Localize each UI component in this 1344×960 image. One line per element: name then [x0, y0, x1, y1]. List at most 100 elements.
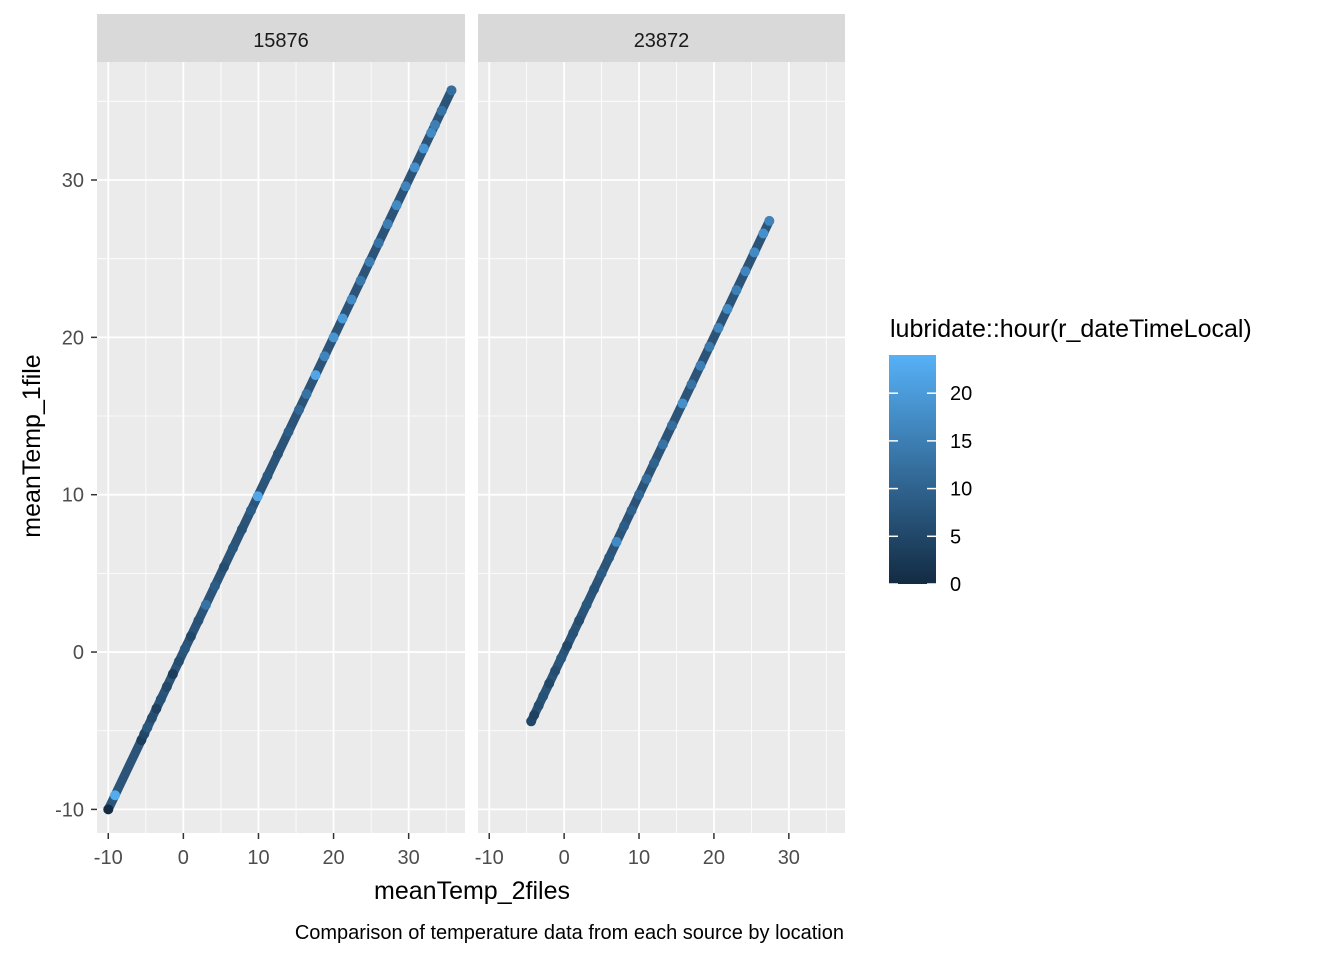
facet-panels: 15876 23872: [97, 14, 845, 833]
data-point: [596, 568, 607, 579]
facet-strip: [97, 14, 465, 62]
y-tick-label: 30: [62, 170, 84, 192]
point-band: [526, 216, 774, 726]
data-point: [529, 709, 540, 720]
legend-colorbar: [889, 355, 936, 584]
data-point: [619, 521, 630, 532]
data-point: [173, 656, 184, 667]
data-point: [319, 351, 330, 362]
data-point: [686, 379, 697, 390]
data-point: [151, 703, 162, 714]
data-point: [110, 790, 121, 801]
data-point: [227, 543, 238, 554]
data-points: [103, 85, 457, 815]
data-point: [328, 332, 339, 343]
legend-break-label: 5: [950, 526, 961, 548]
x-tick-label: 20: [322, 847, 344, 869]
data-point: [749, 247, 760, 258]
data-point: [252, 491, 263, 502]
data-point: [364, 256, 375, 267]
data-point: [556, 653, 567, 664]
x-tick-label: 30: [778, 847, 800, 869]
data-point: [185, 631, 196, 642]
data-point: [301, 389, 312, 400]
data-point: [589, 584, 600, 595]
data-point: [262, 470, 273, 481]
x-tick-label: 10: [628, 847, 650, 869]
x-tick-label: -10: [475, 847, 504, 869]
data-point: [538, 691, 549, 702]
legend-break-label: 15: [950, 431, 972, 453]
data-point: [740, 266, 751, 277]
data-point: [429, 119, 440, 130]
facet-strip-label: 15876: [253, 30, 309, 52]
data-point: [236, 524, 247, 535]
facet-panel: 15876: [97, 14, 465, 833]
data-point: [142, 722, 153, 733]
data-points: [526, 215, 775, 727]
data-point: [568, 628, 579, 639]
data-point: [193, 615, 204, 626]
legend-title: lubridate::hour(r_dateTimeLocal): [890, 315, 1252, 343]
chart-caption: Comparison of temperature data from each…: [295, 922, 844, 944]
data-point: [179, 643, 190, 654]
data-point: [562, 640, 573, 651]
y-tick-label: 0: [73, 642, 84, 664]
data-point: [294, 404, 305, 415]
legend-break-label: 0: [950, 574, 961, 596]
data-point: [167, 669, 178, 680]
legend: lubridate::hour(r_dateTimeLocal) 0 5 10 15 2…: [889, 315, 1252, 596]
data-point: [272, 448, 283, 459]
facet-strip: [478, 14, 845, 62]
data-point: [146, 713, 157, 724]
data-point: [657, 439, 668, 450]
data-point: [731, 285, 742, 296]
data-point: [355, 275, 366, 286]
facet-strip-label: 23872: [634, 30, 690, 52]
facet-panel: 23872: [478, 14, 845, 833]
y-axis: -10 0 10 20 30: [55, 170, 97, 821]
data-point: [382, 219, 393, 230]
data-point: [641, 473, 652, 484]
data-point: [446, 85, 457, 96]
data-point: [626, 505, 637, 516]
data-point: [218, 562, 229, 573]
data-point: [436, 105, 447, 116]
data-point: [373, 237, 384, 248]
legend-break-label: 20: [950, 383, 972, 405]
data-point: [611, 536, 622, 547]
data-point: [245, 505, 256, 516]
x-tick-label: -10: [94, 847, 123, 869]
data-point: [209, 580, 220, 591]
data-point: [161, 681, 172, 692]
data-point: [337, 313, 348, 324]
y-tick-label: 10: [62, 485, 84, 507]
data-point: [604, 552, 615, 563]
data-point: [695, 360, 706, 371]
data-point: [418, 143, 429, 154]
data-point: [704, 341, 715, 352]
x-tick-label: 10: [247, 847, 269, 869]
data-point: [346, 294, 357, 305]
data-point: [634, 489, 645, 500]
data-point: [713, 322, 724, 333]
y-axis-title: meanTemp_1file: [18, 354, 46, 537]
legend-break-label: 10: [950, 479, 972, 501]
data-point: [283, 426, 294, 437]
x-axis-title: meanTemp_2files: [374, 877, 570, 905]
legend-ticks: 0 5 10 15 20: [889, 383, 972, 596]
x-axis: -10 0 10 20 30 -10 0 10 20 30: [94, 833, 800, 869]
data-point: [544, 678, 555, 689]
data-point: [764, 215, 775, 226]
data-point: [649, 458, 660, 469]
data-point: [533, 700, 544, 711]
x-tick-label: 0: [178, 847, 189, 869]
y-tick-label: -10: [55, 799, 84, 821]
data-point: [391, 200, 402, 211]
data-point: [722, 304, 733, 315]
data-point: [400, 181, 411, 192]
data-point: [103, 804, 114, 815]
data-point: [581, 599, 592, 610]
data-point: [574, 615, 585, 626]
